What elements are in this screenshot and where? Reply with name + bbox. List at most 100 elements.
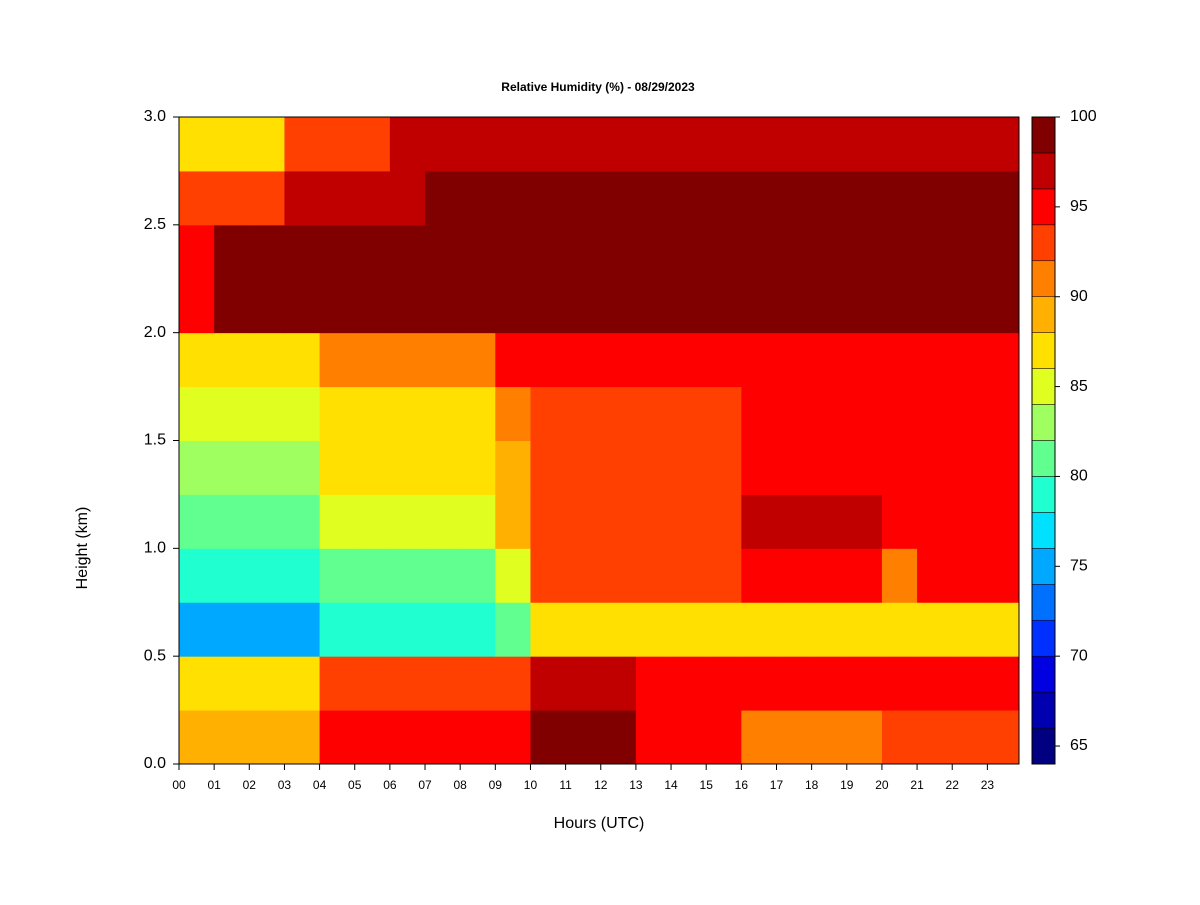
heat-cell: [881, 332, 918, 388]
heat-cell: [846, 332, 883, 388]
heat-cell: [741, 170, 777, 226]
heat-cell: [249, 170, 285, 226]
heat-cell: [635, 710, 672, 765]
heat-cell: [179, 170, 215, 226]
colorbar-band: [1031, 727, 1056, 765]
heat-cell: [425, 386, 461, 441]
heat-cell: [425, 656, 461, 711]
heat-cell: [179, 332, 215, 388]
heat-cell: [214, 278, 250, 334]
heat-cell: [671, 602, 707, 657]
heat-cell: [811, 170, 848, 226]
heat-cell: [952, 224, 988, 280]
heat-cell: [425, 494, 461, 549]
y-tick-label: 1.0: [144, 540, 166, 557]
heat-cell: [214, 494, 250, 549]
colorbar-band: [1031, 548, 1056, 585]
heat-cell: [284, 170, 321, 226]
heat-cell: [776, 494, 813, 549]
heat-cell: [671, 710, 707, 765]
heat-cell: [565, 332, 602, 388]
heat-cell: [706, 656, 742, 711]
heat-cell: [319, 278, 356, 334]
heat-cell: [214, 332, 250, 388]
heat-cell: [706, 548, 742, 603]
heat-cell: [811, 494, 848, 549]
heat-cell: [706, 602, 742, 657]
heat-cell: [741, 117, 777, 172]
heat-cell: [952, 548, 988, 603]
colorbar-tick-label: 85: [1070, 378, 1088, 395]
colorbar-band: [1031, 188, 1056, 226]
colorbar-band: [1031, 655, 1056, 693]
heat-cell: [741, 278, 777, 334]
heat-cell: [811, 602, 848, 657]
heat-cell: [671, 440, 707, 495]
heat-cell: [987, 440, 1020, 495]
heat-cell: [600, 710, 637, 765]
heat-cell: [917, 224, 953, 280]
heat-cell: [881, 278, 918, 334]
heat-cell: [952, 278, 988, 334]
heat-cell: [354, 440, 391, 495]
heat-cell: [179, 440, 215, 495]
heat-cell: [389, 332, 426, 388]
heat-cell: [530, 548, 567, 603]
heat-cell: [214, 710, 250, 765]
x-tick-label: 00: [172, 778, 186, 792]
colorbar-band: [1031, 619, 1056, 657]
heat-cell: [460, 278, 496, 334]
heat-cell: [987, 117, 1020, 172]
heat-cell: [284, 117, 321, 172]
heat-cell: [530, 224, 567, 280]
heat-cell: [706, 710, 742, 765]
heat-cell: [706, 494, 742, 549]
heat-cell: [389, 117, 426, 172]
heat-cell: [565, 602, 602, 657]
heat-cell: [776, 386, 813, 441]
heat-cell: [635, 548, 672, 603]
heat-cell: [495, 602, 531, 657]
heat-cell: [811, 332, 848, 388]
heat-cell: [811, 440, 848, 495]
heat-cell: [425, 332, 461, 388]
heat-cell: [600, 440, 637, 495]
heat-cell: [179, 602, 215, 657]
x-tick-label: 09: [489, 778, 503, 792]
heat-cell: [460, 332, 496, 388]
heat-cell: [389, 494, 426, 549]
heat-cell: [249, 656, 285, 711]
heat-cell: [425, 224, 461, 280]
heat-cell: [319, 170, 356, 226]
heat-cell: [600, 494, 637, 549]
heat-cell: [249, 278, 285, 334]
heat-cell: [565, 224, 602, 280]
heat-cell: [811, 278, 848, 334]
heat-cell: [565, 440, 602, 495]
heat-cell: [987, 710, 1020, 765]
heat-cell: [706, 117, 742, 172]
heat-cell: [811, 710, 848, 765]
heat-cell: [565, 386, 602, 441]
heat-cell: [671, 332, 707, 388]
colorbar-tick-label: 65: [1070, 737, 1088, 754]
heat-cell: [635, 440, 672, 495]
colorbar-band: [1031, 691, 1056, 729]
heat-cell: [319, 224, 356, 280]
heat-cell: [671, 656, 707, 711]
heat-cell: [635, 602, 672, 657]
heat-cell: [249, 548, 285, 603]
heat-cell: [284, 224, 321, 280]
heat-cell: [635, 117, 672, 172]
heat-cell: [706, 440, 742, 495]
heat-cell: [881, 117, 918, 172]
heat-cell: [917, 170, 953, 226]
heat-cell: [671, 278, 707, 334]
heat-cell: [917, 494, 953, 549]
heat-cell: [530, 602, 567, 657]
heat-cell: [846, 224, 883, 280]
heat-cell: [179, 656, 215, 711]
heat-cell: [881, 386, 918, 441]
heat-cell: [846, 656, 883, 711]
